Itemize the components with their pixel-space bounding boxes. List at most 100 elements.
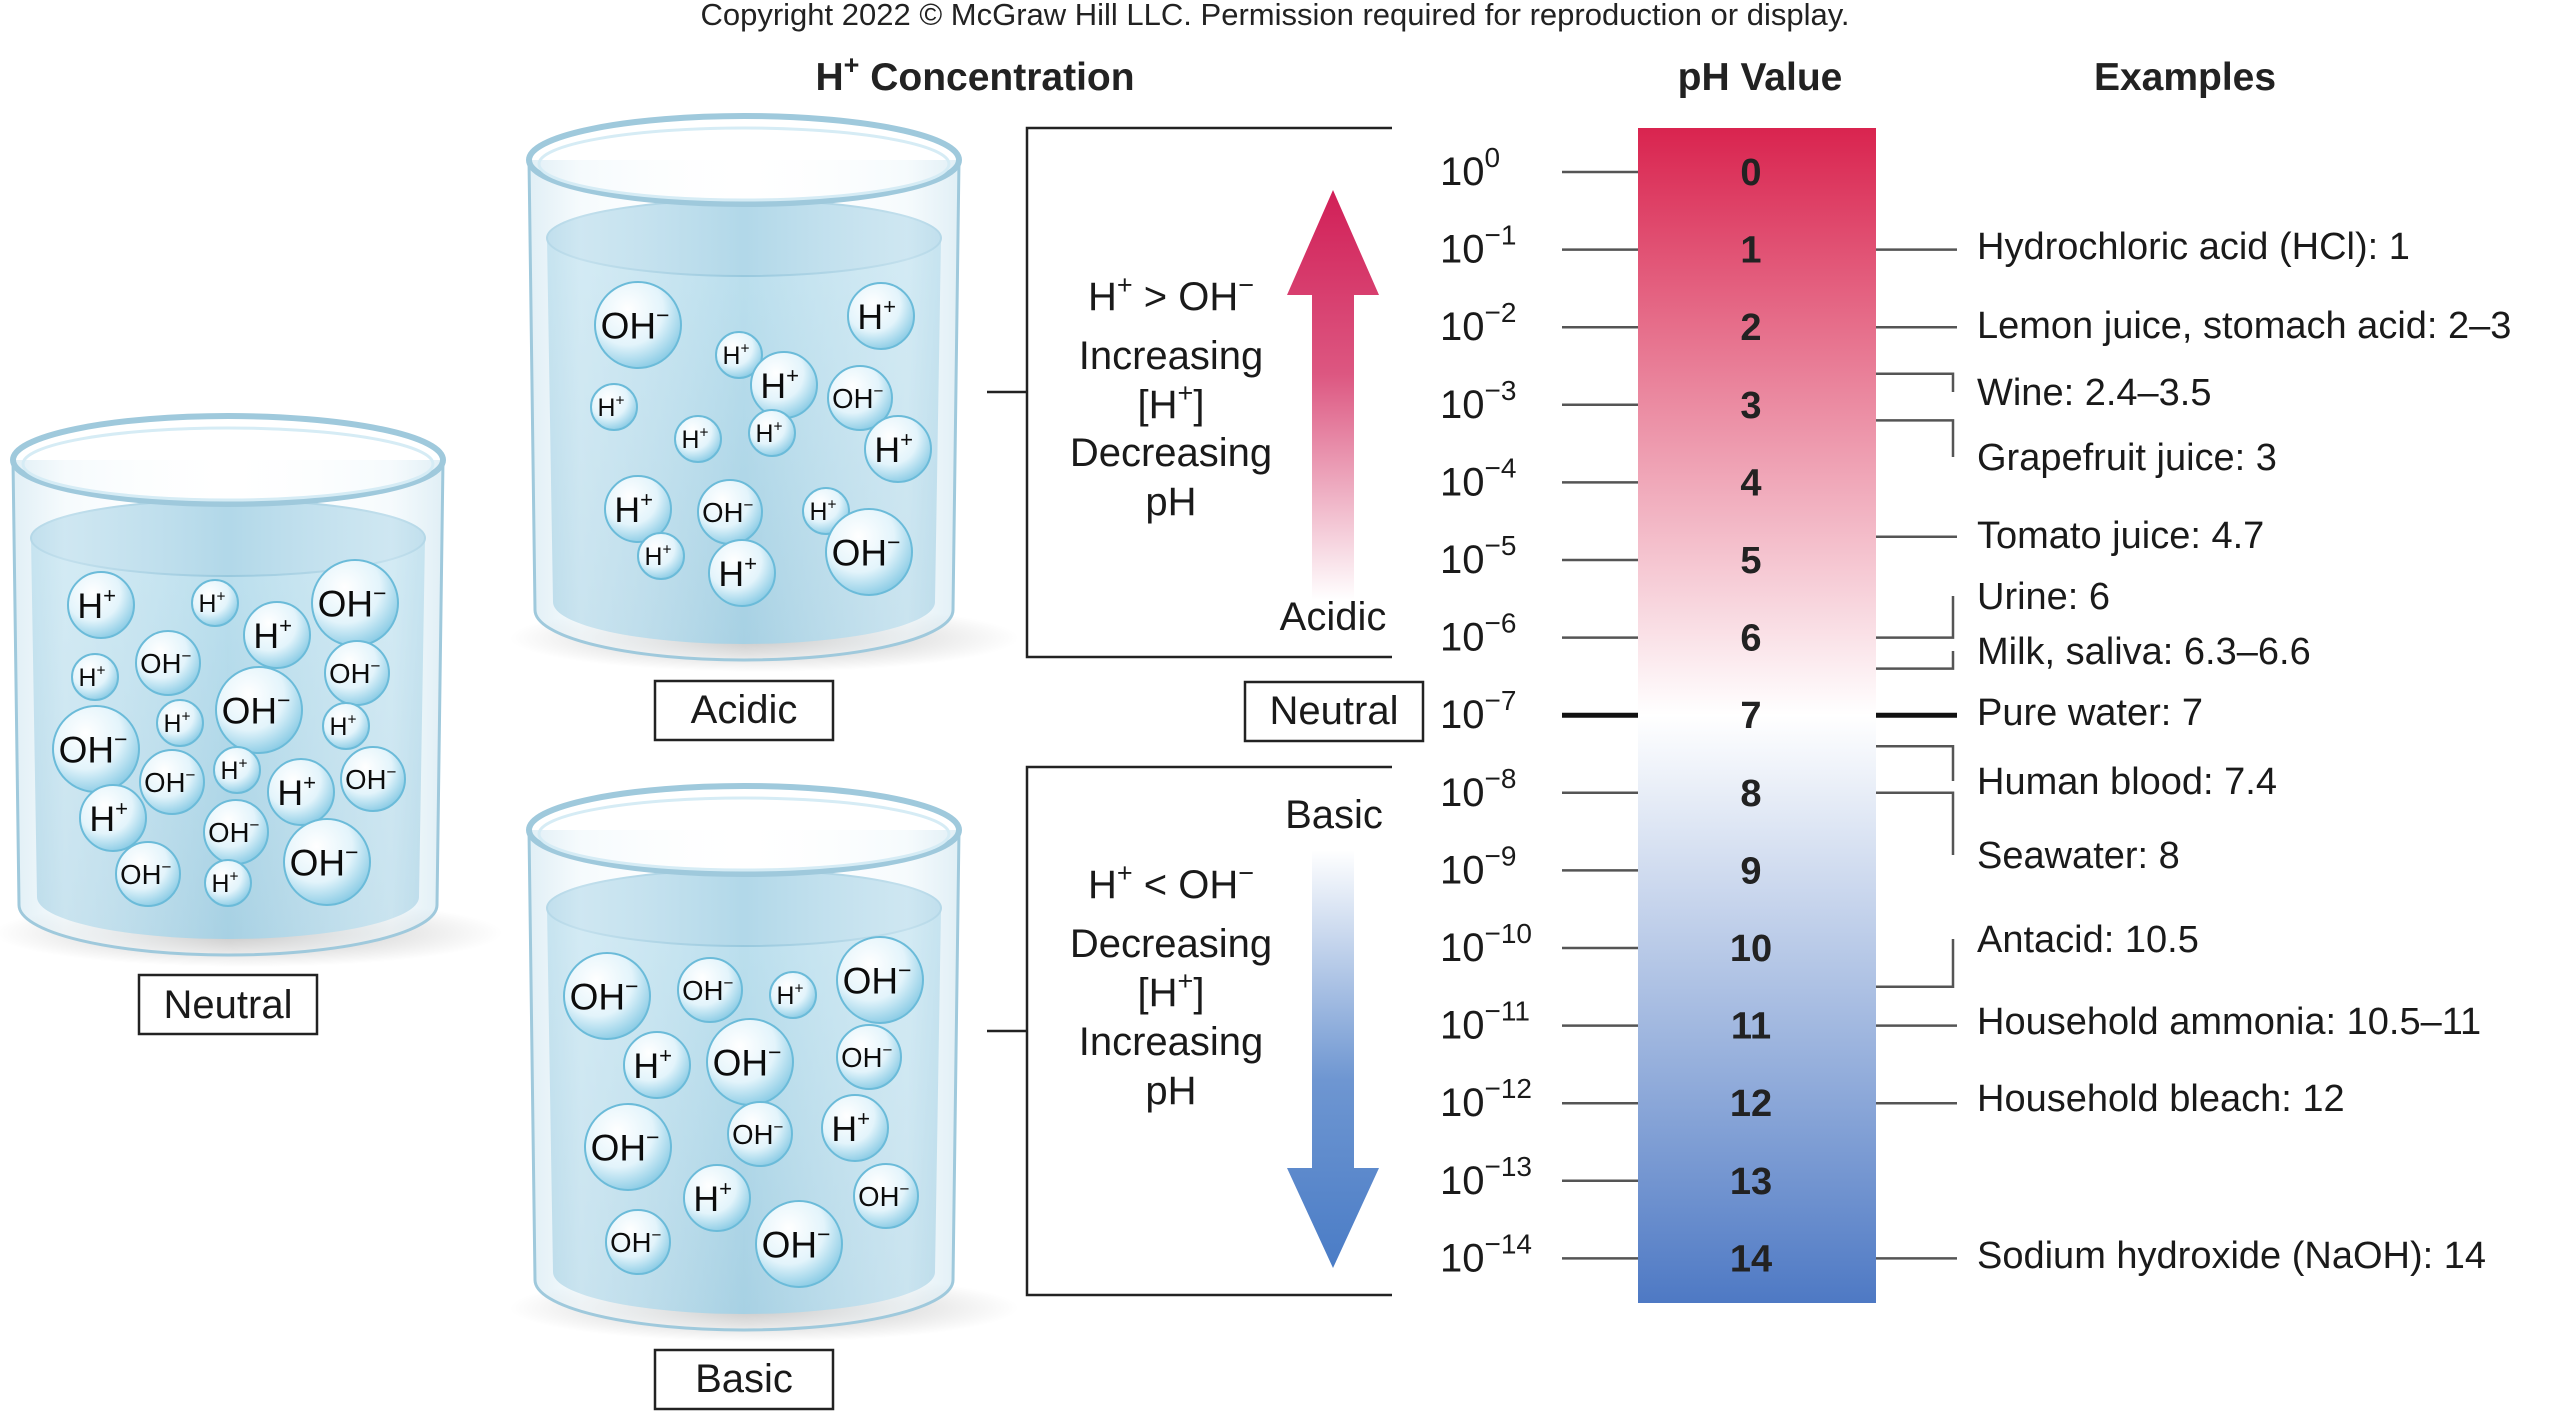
svg-text:H+: H+ [723,341,750,370]
svg-text:OH−: OH− [682,973,733,1006]
hydroxide-ion: OH− [836,1024,902,1090]
h-concentration-tick-label: 10−7 [1440,685,1516,737]
h-concentration-tick-label: 10−4 [1440,452,1516,504]
ph-scale-levels: 100 010−1 110−2 210−3 310−4 410−5 510−6 610−7 71… [1440,142,1772,1280]
acidic-label: Acidic [691,688,798,732]
basic-label: Basic [695,1357,793,1401]
ph-level-11: 10−11 11 [1440,996,1771,1048]
hydroxide-ion: OH− [215,666,303,754]
example-label: Urine: 6 [1977,576,2110,618]
header-examples: Examples [2094,56,2276,99]
hydrogen-ion: H+ [715,331,763,379]
example-item: Urine: 6 [1876,576,2110,639]
neutral-center-label: Neutral [1270,689,1399,733]
neutral-label-box: Neutral [137,973,319,1036]
ph-number: 6 [1740,618,1761,660]
example-item: Wine: 2.4–3.5 [1876,372,2211,414]
hydrogen-ion: H+ [67,571,135,639]
svg-text:H+: H+ [831,1106,870,1149]
ph-number: 7 [1740,695,1761,737]
svg-text:H+: H+ [645,542,672,571]
svg-text:H+: H+ [199,589,226,618]
ph-level-12: 10−12 12 [1440,1073,1772,1125]
hydroxide-ion: OH− [697,479,763,545]
ph-level-9: 10−9 9 [1440,840,1762,892]
svg-text:OH−: OH− [222,687,291,732]
basic-panel: Basic H+ < OH− Decreasing [H+] Increasin… [987,765,1392,1297]
ph-level-0: 100 0 [1440,142,1762,194]
svg-text:OH−: OH− [832,529,901,574]
hydrogen-ion: H+ [674,415,722,463]
hydroxide-ion: OH− [827,365,893,431]
svg-text:OH−: OH− [208,815,259,848]
acidic-line-h-conc: [H+] [1138,378,1205,427]
ph-level-7: 10−7 7 [1440,685,1762,737]
basic-end-label: Basic [1285,793,1383,837]
acidic-end-label: Acidic [1280,595,1387,639]
example-item: Household ammonia: 10.5–11 [1876,1001,2481,1043]
svg-text:OH−: OH− [762,1221,831,1266]
svg-text:OH−: OH− [329,656,380,689]
hydrogen-ion: H+ [191,579,239,627]
svg-text:OH−: OH− [732,1117,783,1150]
acidic-line-decreasing: Decreasing [1070,431,1272,475]
ph-level-8: 10−8 8 [1440,763,1762,815]
beaker-neutral: H+ H+ OH− H+ H+ OH− OH− OH− H+ H+ OH− H+ OH− H+ OH− H+ O… [0,413,503,967]
svg-text:OH−: OH− [120,857,171,890]
example-label: Seawater: 8 [1977,835,2180,877]
svg-text:H+: H+ [857,294,896,337]
basic-down-arrow [1287,850,1379,1268]
svg-text:H+: H+ [614,487,653,530]
hydroxide-ion: OH− [324,640,390,706]
svg-text:OH−: OH− [832,381,883,414]
ph-number: 0 [1740,152,1761,194]
acidic-up-arrow [1287,190,1379,600]
hydroxide-ion: OH− [677,957,743,1023]
example-leader [1876,939,1955,989]
svg-text:OH−: OH− [290,839,359,884]
hydrogen-ion: H+ [847,282,915,350]
hydroxide-ion: OH− [594,281,682,369]
hydrogen-ion: H+ [71,653,119,701]
hydrogen-ion: H+ [267,758,335,826]
ph-level-10: 10−10 10 [1440,918,1772,970]
examples-list: Hydrochloric acid (HCl): 1 Lemon juice, s… [1876,226,2511,1277]
acidic-relation: H+ > OH− [1088,270,1254,319]
ph-number: 11 [1731,1006,1771,1048]
ph-level-3: 10−3 3 [1440,375,1762,427]
example-label: Household bleach: 12 [1977,1078,2345,1120]
example-label: Grapefruit juice: 3 [1977,437,2277,479]
hydrogen-ion: H+ [213,746,261,794]
hydroxide-ion: OH− [706,1018,794,1106]
hydrogen-ion: H+ [590,383,638,431]
ph-number: 9 [1740,850,1761,892]
example-label: Household ammonia: 10.5–11 [1977,1001,2481,1043]
example-item: Antacid: 10.5 [1876,919,2199,989]
hydrogen-ion: H+ [637,532,685,580]
svg-text:OH−: OH− [345,762,396,795]
svg-text:H+: H+ [164,709,191,738]
ph-number: 13 [1730,1161,1772,1203]
svg-text:OH−: OH− [59,726,128,771]
svg-text:OH−: OH− [610,1225,661,1258]
hydroxide-ion: OH− [115,841,181,907]
hydroxide-ion: OH− [139,749,205,815]
hydroxide-ion: OH− [755,1200,843,1288]
example-item: Seawater: 8 [1876,791,2180,877]
svg-text:H+: H+ [777,981,804,1010]
ph-number: 1 [1740,230,1761,272]
ph-level-2: 10−2 2 [1440,297,1762,349]
example-item: Lemon juice, stomach acid: 2–3 [1876,305,2511,347]
example-item: Hydrochloric acid (HCl): 1 [1876,226,2410,268]
basic-line-increasing: Increasing [1079,1020,1264,1064]
basic-relation: H+ < OH− [1088,858,1254,907]
acidic-line-ph: pH [1145,480,1196,524]
hydroxide-ion: OH− [853,1163,919,1229]
example-label: Antacid: 10.5 [1977,919,2199,961]
example-item: Pure water: 7 [1876,692,2203,734]
h-concentration-tick-label: 10−8 [1440,763,1516,815]
hydrogen-ion: H+ [683,1164,751,1232]
hydroxide-ion: OH− [311,559,399,647]
hydrogen-ion: H+ [322,702,370,750]
example-leader [1876,596,1955,639]
